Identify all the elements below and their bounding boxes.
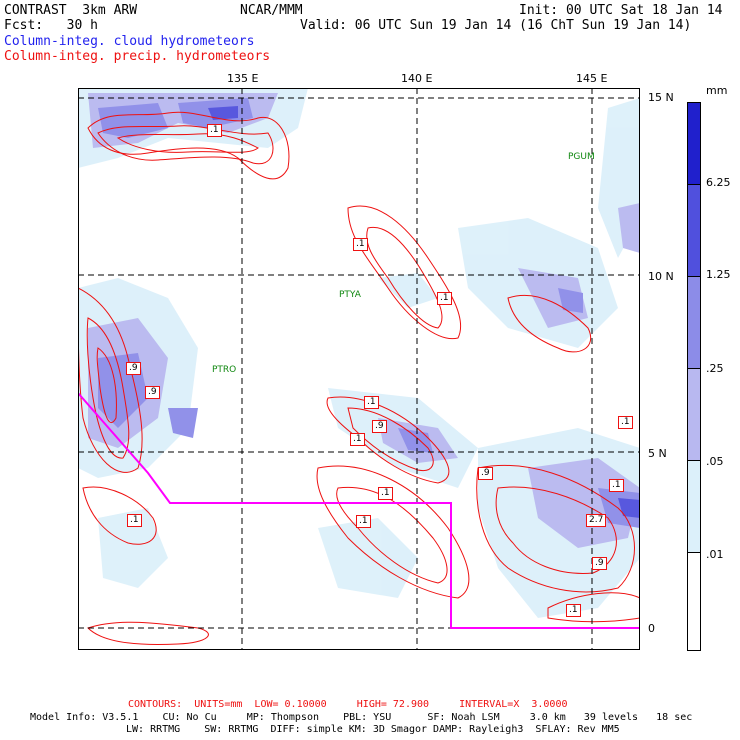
precip-contours	[78, 111, 640, 646]
colorbar-level: .01	[706, 548, 724, 561]
cloud-shading	[78, 88, 640, 618]
station-ptya: PTYA	[339, 290, 361, 300]
map-panel	[78, 88, 640, 650]
colorbar-level: .05	[706, 455, 724, 468]
colorbar-level: 1.25	[706, 268, 731, 281]
lat-label-10n: 10 N	[648, 270, 674, 283]
contour-label: .1	[566, 604, 581, 617]
lon-label-140: 140 E	[401, 72, 433, 85]
contour-label: .9	[372, 420, 387, 433]
lat-label-0: 0	[648, 622, 655, 635]
lat-label-15n: 15 N	[648, 91, 674, 104]
contour-label: .1	[353, 238, 368, 251]
init-time: Init: 00 UTC Sat 18 Jan 14	[519, 3, 723, 18]
contour-info: CONTOURS: UNITS=mm LOW= 0.10000 HIGH= 72…	[128, 699, 568, 710]
contour-label: .1	[127, 514, 142, 527]
colorbar-bin	[687, 102, 701, 186]
colorbar-unit: mm	[706, 84, 728, 97]
lon-label-145: 145 E	[576, 72, 608, 85]
contour-label: .1	[437, 292, 452, 305]
organization: NCAR/MMM	[240, 3, 303, 18]
lat-label-5n: 5 N	[648, 447, 667, 460]
colorbar-bin	[687, 368, 701, 462]
contour-label: .1	[207, 124, 222, 137]
contour-label: .9	[126, 362, 141, 375]
contour-label: 2.7	[586, 514, 607, 527]
contour-label: .1	[609, 479, 624, 492]
lon-label-135: 135 E	[227, 72, 259, 85]
colorbar-level: .25	[706, 362, 724, 375]
contour-label: .1	[618, 416, 633, 429]
field-cloud-label: Column-integ. cloud hydrometeors	[4, 34, 255, 49]
contour-label: .9	[478, 467, 493, 480]
contour-label: .9	[592, 557, 607, 570]
model-info-line2: LW: RRTMG SW: RRTMG DIFF: simple KM: 3D …	[126, 724, 620, 735]
valid-time: Valid: 06 UTC Sun 19 Jan 14 (16 ChT Sun …	[300, 18, 692, 33]
colorbar-bin	[687, 552, 701, 651]
domain-boundary	[78, 392, 640, 629]
contour-label: .1	[356, 515, 371, 528]
contour-label: .1	[350, 433, 365, 446]
contour-label: .9	[145, 386, 160, 399]
colorbar-bin	[687, 460, 701, 554]
contour-label: .1	[364, 396, 379, 409]
contour-label: .1	[378, 487, 393, 500]
field-precip-label: Column-integ. precip. hydrometeors	[4, 49, 271, 64]
forecast-hour: Fcst: 30 h	[4, 18, 98, 33]
station-pgum: PGUM	[568, 152, 595, 162]
colorbar-bin	[687, 184, 701, 278]
colorbar-level: 6.25	[706, 176, 731, 189]
colorbar-bin	[687, 276, 701, 370]
lat-lon-grid	[78, 88, 640, 650]
model-name: CONTRAST 3km ARW	[4, 3, 138, 18]
model-info-line1: Model Info: V3.5.1 CU: No Cu MP: Thompso…	[30, 712, 693, 723]
station-ptro: PTRO	[212, 365, 237, 375]
